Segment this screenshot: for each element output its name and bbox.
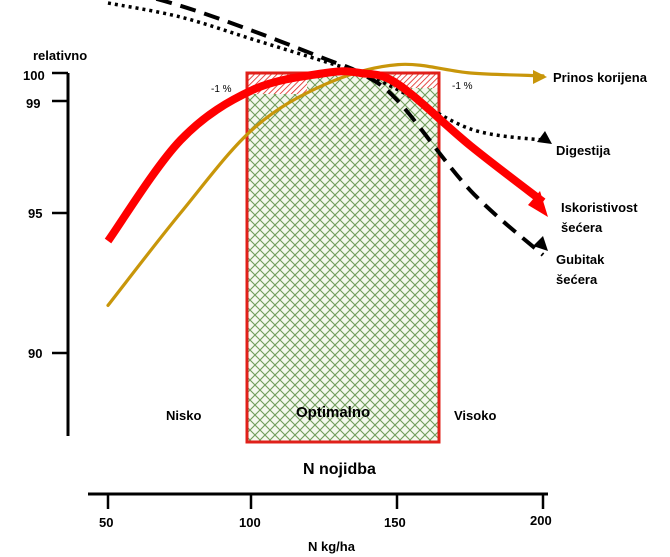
label-gubitak-1: Gubitak — [556, 252, 605, 267]
optimal-zone — [247, 73, 439, 442]
label-digestija: Digestija — [556, 143, 611, 158]
x-axis-title: N nojidba — [303, 461, 376, 478]
y-axis-label: relativno — [33, 48, 87, 63]
y-tick-label-90: 90 — [28, 346, 42, 361]
zone-label-high: Visoko — [454, 408, 496, 423]
iskoristivost-arrowhead — [528, 191, 548, 217]
digestija-arrowhead — [537, 131, 552, 144]
y-tick-label-100: 100 — [23, 68, 45, 83]
zone-label-optimal: Optimalno — [296, 404, 370, 421]
series-gubitak-secera — [152, 0, 545, 257]
label-prinos-korijena: Prinos korijena — [553, 70, 648, 85]
y-tick-label-99: 99 — [26, 96, 40, 111]
prinos-arrowhead — [533, 70, 547, 84]
x-tick-label-100: 100 — [239, 515, 261, 530]
y-tick-label-95: 95 — [28, 206, 42, 221]
series-iskoristivost-secera — [104, 67, 546, 244]
x-tick-label-200: 200 — [530, 513, 552, 528]
label-iskoristivost-1: Iskoristivost — [561, 200, 638, 215]
gubitak-arrowhead — [533, 236, 548, 251]
range-marker-right: -1 % — [452, 81, 473, 92]
label-iskoristivost-2: šećera — [561, 220, 603, 235]
series-prinos-korijena — [106, 62, 545, 307]
label-gubitak-2: šećera — [556, 272, 598, 287]
zone-label-low: Nisko — [166, 408, 201, 423]
series-lines — [104, 0, 546, 307]
optimal-zone-top-right-hatch — [394, 73, 439, 88]
range-marker-left: -1 % — [211, 84, 232, 95]
x-tick-label-150: 150 — [384, 515, 406, 530]
x-tick-label-50: 50 — [99, 515, 113, 530]
x-axis-label: N kg/ha — [308, 539, 356, 554]
